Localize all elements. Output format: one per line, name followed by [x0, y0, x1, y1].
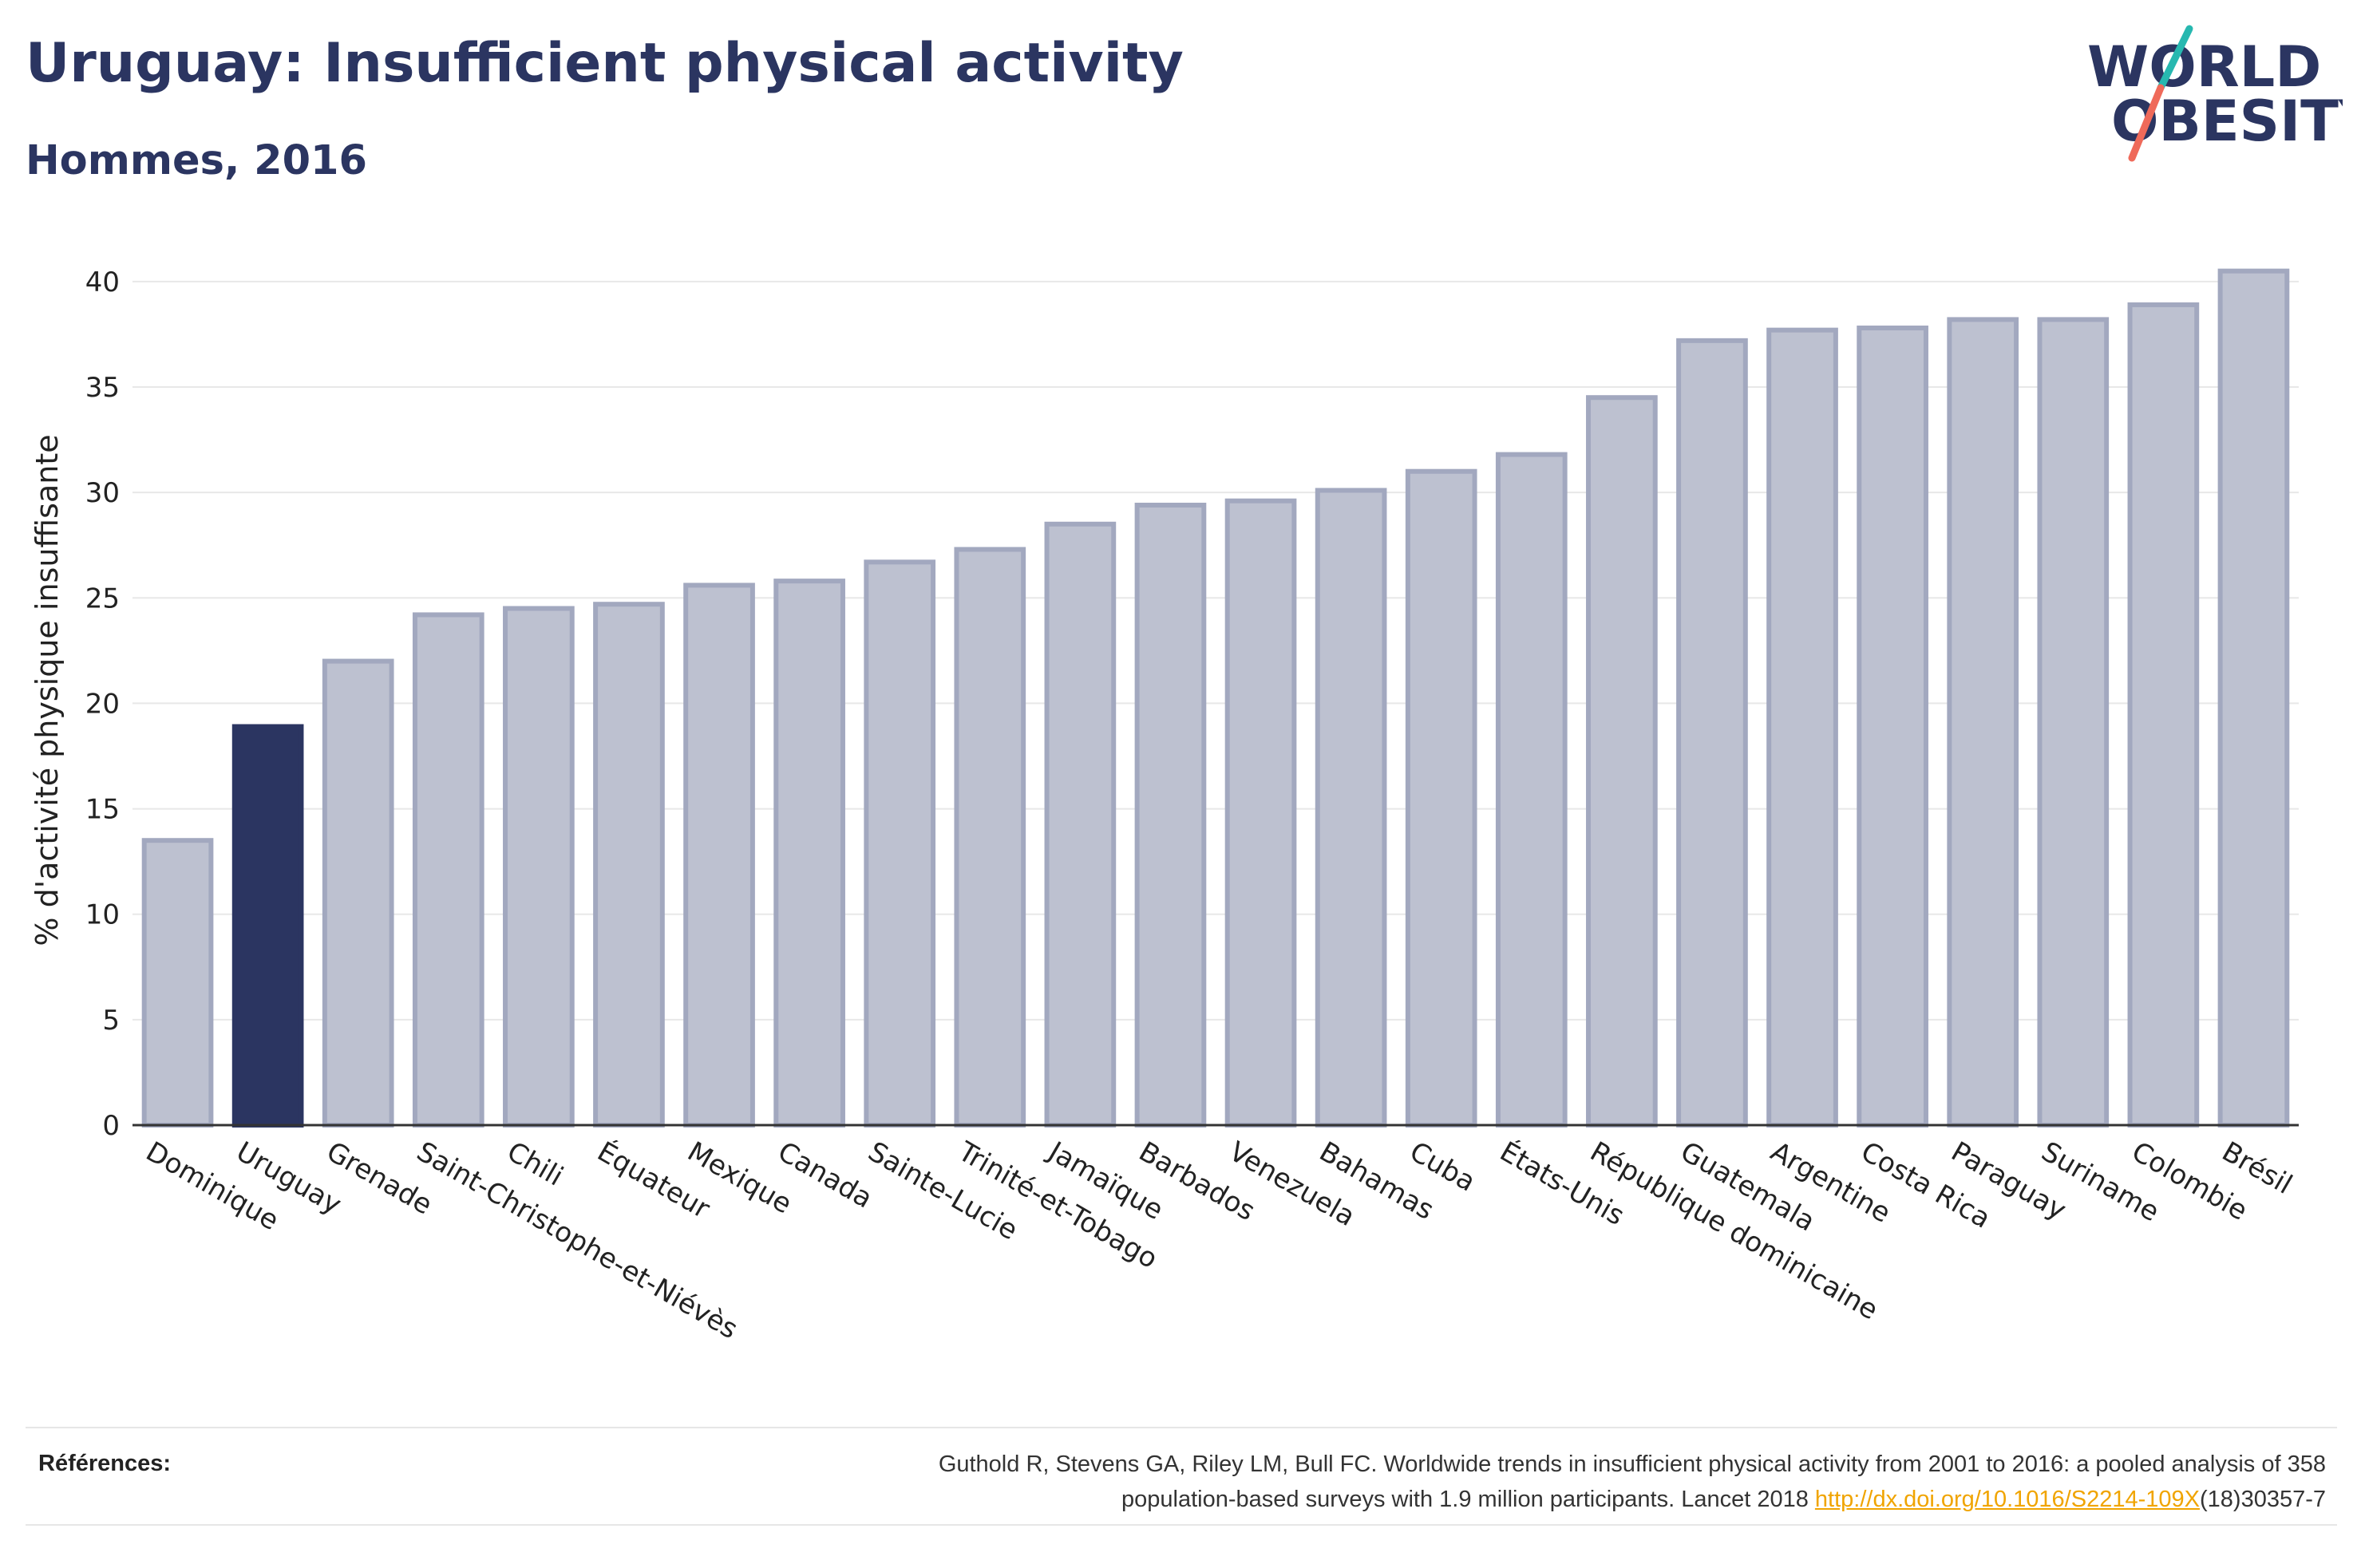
bar-republique-dominicaine	[1586, 395, 1658, 1128]
bar-costa-rica	[1857, 326, 1928, 1128]
bar-canada	[773, 579, 845, 1128]
bar-barbados	[1134, 503, 1207, 1128]
chart-title: Uruguay: Insufficient physical activity	[26, 32, 1184, 95]
logo-slash-coral	[2128, 84, 2165, 162]
y-axis-title: % d'activité physique insuffisante	[30, 434, 65, 946]
y-tick-label: 20	[85, 688, 120, 720]
references-top-rule	[26, 1427, 2337, 1428]
gridlines	[132, 280, 2299, 1021]
y-tick-label: 0	[102, 1110, 120, 1142]
bar-colombie	[2127, 302, 2200, 1128]
bar-venezuela	[1224, 498, 1297, 1128]
y-axis-ticks: 0 5 10 15 20 25 30 35 40	[85, 267, 120, 1142]
reference-line-2: population-based surveys with 1.9 millio…	[490, 1482, 2326, 1517]
bar-bahamas	[1315, 488, 1387, 1128]
bar-saint-christophe-et-nieves	[412, 612, 484, 1128]
reference-line-1: Guthold R, Stevens GA, Riley LM, Bull FC…	[938, 1451, 2326, 1477]
y-tick-label: 15	[85, 794, 120, 826]
y-tick-label: 30	[85, 477, 120, 509]
y-tick-label: 25	[85, 583, 120, 614]
bar-bresil	[2217, 268, 2290, 1128]
logo-text-world: WORLD	[2087, 34, 2321, 100]
bar-chart: 0 5 10 15 20 25 30 35 40 DominiqueUruguayGrenade…	[30, 267, 2299, 1345]
bars	[141, 268, 2290, 1128]
y-tick-label: 10	[85, 899, 120, 931]
x-axis-ticks: DominiqueUruguayGrenadeSaint-Christophe-…	[140, 1135, 2297, 1345]
bar-guatemala	[1676, 338, 1748, 1128]
references-label: Références:	[38, 1451, 172, 1476]
world-obesity-logo: WORLD OBESITY	[2087, 25, 2343, 162]
bar-chili	[503, 606, 575, 1128]
reference-line-2-suffix: (18)30357-7	[2200, 1487, 2326, 1512]
logo-slash-teal	[2157, 25, 2193, 92]
bar-paraguay	[1947, 317, 2019, 1128]
references-bottom-rule	[26, 1524, 2337, 1526]
bar-grenade	[322, 658, 394, 1128]
bar-argentine	[1766, 327, 1838, 1128]
reference-line-2-prefix: population-based surveys with 1.9 millio…	[1121, 1487, 1815, 1512]
bar-suriname	[2037, 317, 2110, 1128]
bar-sainte-lucie	[864, 559, 936, 1128]
bar-trinite-et-tobago	[954, 547, 1026, 1128]
y-tick-label: 5	[102, 1005, 120, 1037]
y-tick-label: 35	[85, 372, 120, 404]
chart-subtitle: Hommes, 2016	[26, 137, 368, 184]
bar-uruguay	[231, 724, 304, 1128]
bar-equateur	[593, 602, 665, 1128]
references-text: Guthold R, Stevens GA, Riley LM, Bull FC…	[490, 1447, 2326, 1517]
bar-dominique	[141, 838, 214, 1128]
doi-link[interactable]: http://dx.doi.org/10.1016/S2214-109X	[1814, 1487, 2200, 1512]
bar-mexique	[683, 583, 755, 1128]
bar-jamaique	[1044, 521, 1117, 1128]
y-tick-label: 40	[85, 267, 120, 298]
bar-cuba	[1405, 468, 1477, 1128]
bar-etats-unis	[1495, 452, 1568, 1128]
